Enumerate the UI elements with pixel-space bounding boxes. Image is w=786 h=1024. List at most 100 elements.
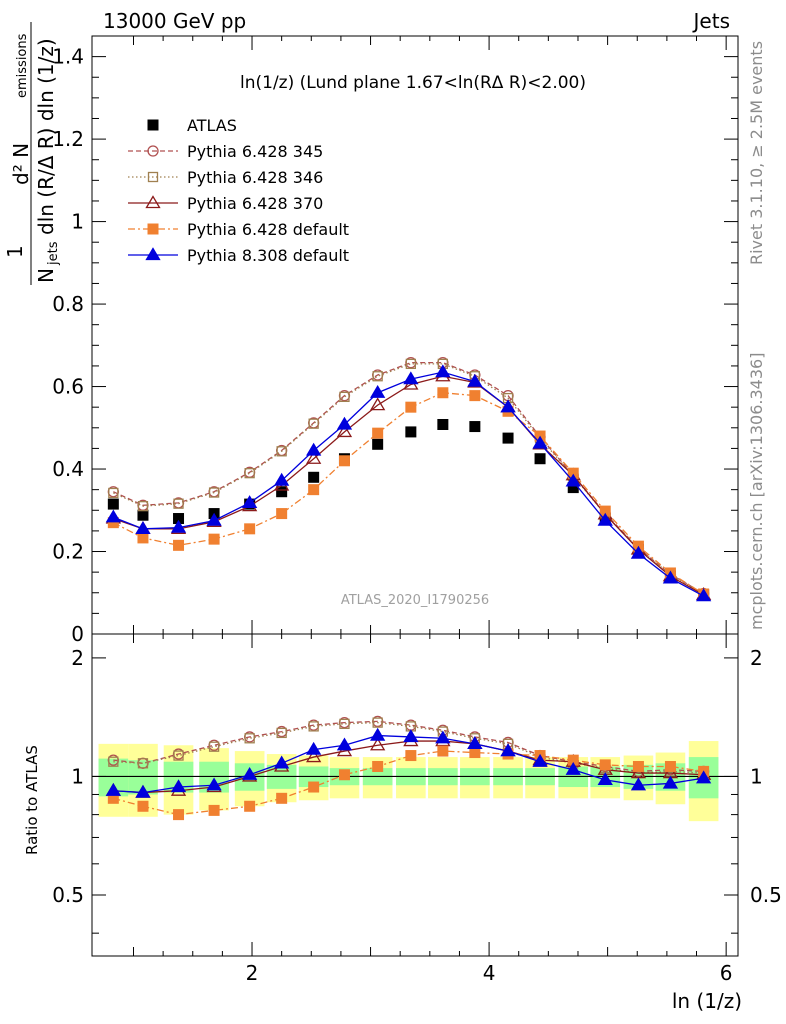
ratio-point: [308, 781, 320, 793]
data-point: [695, 588, 712, 602]
ratio-point: [372, 717, 383, 728]
data-point: [336, 416, 353, 430]
legend-label: Pythia 8.308 default: [187, 246, 349, 265]
data-point: [339, 391, 350, 403]
ratio-point: [105, 782, 121, 796]
legend-marker: [147, 223, 159, 235]
data-point: [532, 435, 548, 449]
ratio-point: [336, 737, 353, 751]
ratio-point: [370, 727, 386, 741]
ratio-point: [695, 770, 712, 784]
data-point: [437, 418, 449, 430]
x-axis-label: ln (1/z): [672, 989, 742, 1013]
data-point: [306, 442, 322, 456]
data-point: [502, 432, 514, 444]
data-point: [137, 501, 149, 512]
ratio-y-tick-label-right: 2: [750, 646, 763, 670]
x-tick-label: 6: [720, 961, 733, 985]
side-label-bottom: mcplots.cern.ch [arXiv:1306.3436]: [747, 353, 766, 630]
ratio-point: [597, 772, 613, 786]
ratio-y-tick-label: 0.5: [52, 883, 84, 907]
data-point: [405, 358, 417, 370]
data-point: [469, 421, 481, 433]
y-label-denominator-n: N: [34, 268, 58, 283]
series-line: [113, 392, 704, 595]
y-tick-label: 0.8: [52, 292, 84, 316]
ratio-point: [500, 743, 516, 757]
ratio-point: [244, 800, 256, 812]
data-point: [372, 438, 384, 450]
legend-label: Pythia 6.428 345: [187, 142, 323, 161]
data-point: [107, 498, 119, 510]
data-point: [565, 473, 581, 487]
y-tick-label: 1.2: [52, 127, 84, 151]
legend-marker: [147, 171, 159, 183]
data-point: [308, 418, 319, 429]
header-right: Jets: [692, 9, 730, 33]
legend-label: ATLAS: [187, 116, 237, 135]
ratio-point: [308, 721, 319, 732]
data-point: [370, 397, 386, 411]
ratio-point: [405, 750, 417, 762]
data-point: [170, 519, 187, 533]
ratio-point: [372, 760, 384, 772]
y-label-one: 1: [3, 245, 27, 258]
data-point: [372, 427, 384, 439]
ratio-plot: 2 4 6 0.5 0.5 1 1 2 2: [52, 633, 782, 985]
ratio-point: [208, 741, 220, 752]
data-point: [372, 371, 383, 382]
ratio-point: [108, 756, 119, 767]
ratio-point: [173, 809, 185, 821]
main-plot: 0 0.2 0.4 0.6 0.8 1 1.2 1.4: [52, 35, 739, 956]
data-point: [435, 364, 451, 378]
data-point: [405, 401, 417, 413]
data-point: [135, 521, 151, 534]
ratio-point: [403, 729, 419, 743]
header-left: 13000 GeV pp: [103, 9, 246, 33]
legend-marker: [147, 145, 159, 157]
data-point: [567, 467, 579, 479]
ratio-y-tick-label: 2: [71, 646, 84, 670]
data-point: [500, 399, 516, 413]
data-point: [308, 471, 320, 483]
data-point: [405, 426, 417, 438]
data-point: [208, 533, 220, 545]
data-point: [599, 505, 611, 517]
ratio-point: [173, 750, 184, 761]
data-point: [137, 509, 149, 521]
data-point: [173, 539, 185, 551]
ratio-point: [567, 754, 579, 766]
data-point: [274, 472, 290, 486]
data-point: [173, 498, 184, 509]
legend-label: Pythia 6.428 default: [187, 220, 349, 239]
data-point: [630, 545, 647, 559]
ratio-point: [469, 747, 481, 759]
data-point: [469, 390, 481, 402]
legend-marker: [147, 119, 159, 131]
ratio-point: [208, 804, 220, 816]
data-point: [370, 384, 386, 398]
y-label-denominator-rest: dln (R/Δ R) dln (1/z): [34, 38, 58, 235]
legend: ATLAS Pythia 6.428 345 Pythia 6.428 346 Pyt…: [128, 116, 349, 265]
ratio-y-tick-label-right: 1: [750, 764, 763, 788]
ratio-point: [370, 737, 386, 751]
ratio-point: [137, 758, 149, 769]
ratio-y-tick-label: 1: [71, 764, 84, 788]
data-point: [662, 570, 679, 584]
ratio-point: [306, 749, 322, 763]
data-point: [467, 373, 483, 387]
data-point: [567, 482, 579, 494]
data-point: [173, 513, 185, 525]
ratio-point: [137, 800, 149, 812]
legend-marker: [145, 247, 161, 261]
legend-label: Pythia 6.428 346: [187, 168, 323, 187]
y-tick-label: 1: [71, 210, 84, 234]
y-axis-label: d² N emissions 1 N jets dln (R/Δ R) dln …: [3, 22, 61, 285]
y-tick-label: 0: [71, 622, 84, 646]
data-point: [108, 487, 119, 499]
ratio-point: [338, 769, 350, 781]
data-point: [137, 532, 149, 544]
ratio-point: [630, 777, 647, 791]
ratio-point: [339, 718, 350, 730]
